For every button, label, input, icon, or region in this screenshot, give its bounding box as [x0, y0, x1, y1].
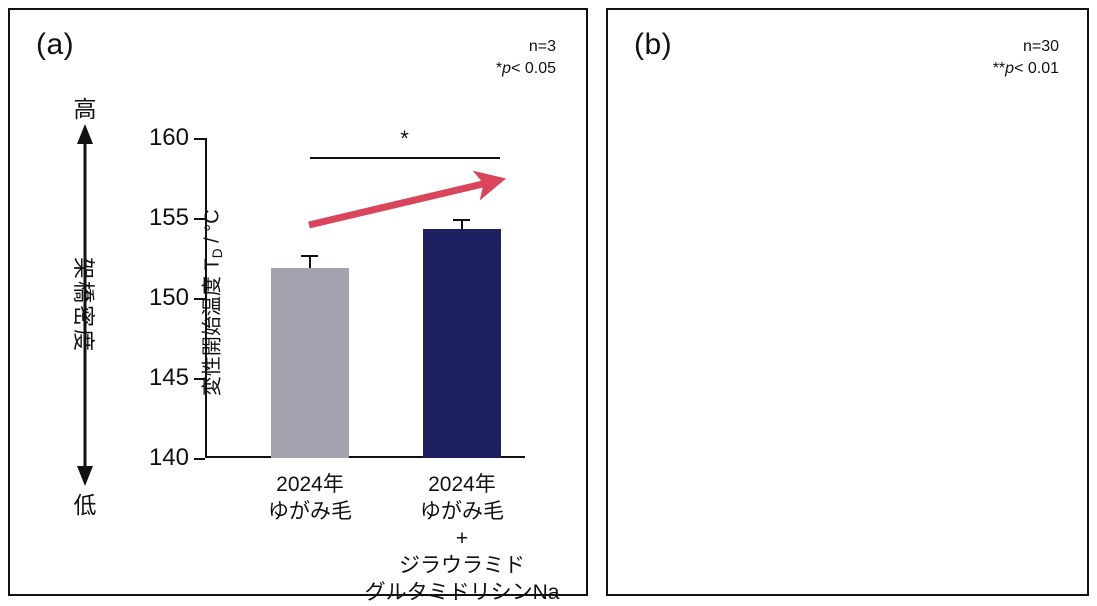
y-axis-title-a: 変性開始温度 TD / °C [196, 209, 225, 396]
panel-a-n-value: n=3 [496, 36, 556, 58]
error-bar-control-a [309, 257, 311, 268]
panel-a-stats: n=3 *p< 0.05 [496, 36, 556, 79]
y-tick-a-160 [194, 138, 205, 140]
panel-a-p-value: *p< 0.05 [496, 58, 556, 80]
panel-b-label: (b) [634, 28, 672, 62]
panel-a-label: (a) [36, 28, 74, 62]
density-high-label: 高 [50, 90, 120, 124]
density-axis-title: 架橋密度 [69, 257, 101, 353]
x-label-a-treated-line2: ゆがみ毛 [365, 499, 560, 526]
plot-area-a: 変性開始温度 TD / °C 160 155 150 145 140 [205, 138, 525, 458]
panel-b-p-prefix: ** [993, 60, 1005, 77]
panel-a-p-rest: < 0.05 [511, 60, 556, 77]
y-tick-label-a-150: 150 [149, 284, 189, 312]
panel-b-n-value: n=30 [993, 36, 1059, 58]
crosslink-density-annotation: 高 架橋密度 低 [50, 90, 120, 520]
panel-a: (a) n=3 *p< 0.05 高 架橋密度 低 変性開始温度 TD / °C [8, 8, 588, 596]
y-axis-title-a-sub: D [210, 248, 225, 258]
y-tick-a-150 [194, 298, 205, 300]
y-tick-a-145 [194, 378, 205, 380]
significance-line-a [310, 157, 500, 159]
x-tick-label-a-treated: 2024年 ゆがみ毛 + ジラウラミド グルタミドリシンNa [365, 472, 560, 606]
x-label-a-treated-line1: 2024年 [365, 472, 560, 499]
panel-b-p-rest: < 0.01 [1014, 60, 1059, 77]
x-label-a-treated-line4: ジラウラミド [365, 553, 560, 580]
error-bar-treated-a [461, 221, 463, 229]
density-low-label: 低 [50, 486, 120, 520]
x-label-a-control-line2: ゆがみ毛 [268, 499, 352, 526]
y-tick-label-a-155: 155 [149, 204, 189, 232]
bar-treated-a [423, 229, 501, 458]
panel-a-p-symbol: p [502, 60, 511, 77]
x-label-a-control-line1: 2024年 [268, 472, 352, 499]
bar-control-a [271, 268, 349, 458]
y-tick-a-140 [194, 458, 205, 460]
panel-b-p-value: **p< 0.01 [993, 58, 1059, 80]
panel-b-p-symbol: p [1005, 60, 1014, 77]
error-cap-treated-a [453, 219, 470, 221]
y-axis-spine-a [205, 138, 207, 458]
panel-b-stats: n=30 **p< 0.01 [993, 36, 1059, 79]
panel-b: (b) n=30 **p< 0.01 破断強度 (gf / μm2) 0.03 … [606, 8, 1089, 596]
significance-marker-a: * [400, 126, 410, 152]
y-tick-label-a-140: 140 [149, 444, 189, 472]
y-tick-a-155 [194, 218, 205, 220]
x-label-a-treated-line3: + [365, 526, 560, 553]
x-label-a-treated-line5: グルタミドリシンNa [365, 580, 560, 606]
y-tick-label-a-160: 160 [149, 124, 189, 152]
error-cap-control-a [301, 255, 318, 257]
x-tick-label-a-control: 2024年 ゆがみ毛 [268, 472, 352, 526]
y-tick-label-a-145: 145 [149, 364, 189, 392]
